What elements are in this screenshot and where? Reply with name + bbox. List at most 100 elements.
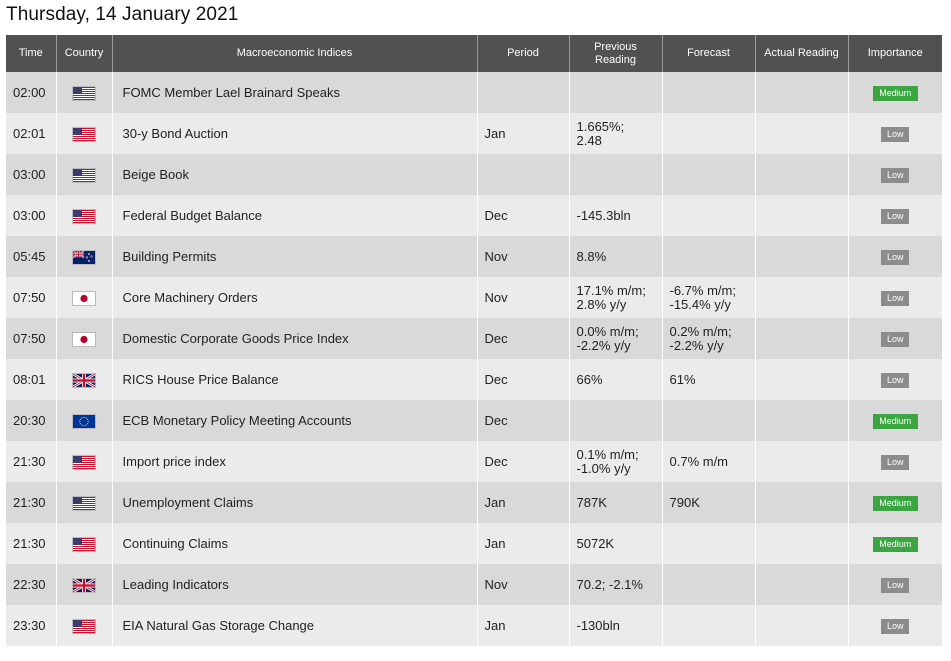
forecast-line2: -15.4% y/y [669,296,731,312]
us-flag-icon [72,536,96,552]
column-header-period[interactable]: Period [477,35,570,72]
table-header-row: Time Country Macroeconomic Indices Perio… [6,35,942,72]
cell-previous: 787K [569,482,663,523]
cell-forecast [662,236,756,277]
cell-index-name[interactable]: FOMC Member Lael Brainard Speaks [112,72,478,113]
cell-country [56,564,113,605]
cell-country [56,482,113,523]
importance-badge: Low [881,168,910,183]
cell-country [56,605,113,646]
previous-line1: -130bln [576,617,620,633]
cell-country [56,523,113,564]
cell-index-name[interactable]: Import price index [112,441,478,482]
previous-line1: 787K [576,494,607,510]
us-flag-icon [72,85,96,101]
cell-index-name[interactable]: Leading Indicators [112,564,478,605]
cell-previous: 0.1% m/m; -1.0% y/y [569,441,663,482]
previous-line2: -1.0% y/y [576,460,631,476]
table-row[interactable]: 21:30 Import price index Dec 0.1% m/m; -1.0%… [6,441,942,482]
cell-index-name[interactable]: ECB Monetary Policy Meeting Accounts [112,400,478,441]
cell-index-name[interactable]: Domestic Corporate Goods Price Index [112,318,478,359]
column-header-time[interactable]: Time [6,35,57,72]
column-header-previous[interactable]: Previous Reading [569,35,663,72]
table-row[interactable]: 05:45 Building Permits Nov 8.8% Low [6,236,942,277]
cell-period: Jan [477,113,570,154]
cell-importance: Medium [848,400,942,441]
cell-time: 23:30 [6,605,57,646]
table-row[interactable]: 23:30 EIA Natural Gas Storage Change Jan -1… [6,605,942,646]
importance-badge: Medium [872,537,918,552]
cell-time: 21:30 [6,441,57,482]
cell-importance: Low [848,359,942,400]
cell-period: Nov [477,236,570,277]
column-header-index[interactable]: Macroeconomic Indices [112,35,478,72]
table-row[interactable]: 22:30 Leading Indicators Nov 70.2; -2.1% Low [6,564,942,605]
cell-index-name[interactable]: RICS House Price Balance [112,359,478,400]
table-row[interactable]: 03:00 Federal Budget Balance Dec -145.3bln L… [6,195,942,236]
cell-previous: -145.3bln [569,195,663,236]
column-header-previous-line1: Previous [594,40,637,53]
table-row[interactable]: 03:00 Beige Book Low [6,154,942,195]
column-header-importance[interactable]: Importance [848,35,942,72]
cell-country [56,195,113,236]
importance-badge: Low [881,578,910,593]
cell-forecast [662,564,756,605]
table-row[interactable]: 07:50 Domestic Corporate Goods Price Inde… [6,318,942,359]
previous-line1: -145.3bln [576,207,631,223]
cell-previous: -130bln [569,605,663,646]
importance-badge: Low [881,332,910,347]
cell-index-name[interactable]: 30-y Bond Auction [112,113,478,154]
cell-actual [755,400,849,441]
cell-index-name[interactable]: Core Machinery Orders [112,277,478,318]
importance-badge: Low [881,455,910,470]
cell-actual [755,441,849,482]
cell-index-name[interactable]: Federal Budget Balance [112,195,478,236]
cell-importance: Low [848,195,942,236]
cell-index-name[interactable]: EIA Natural Gas Storage Change [112,605,478,646]
cell-forecast: 0.2% m/m; -2.2% y/y [662,318,756,359]
table-row[interactable]: 08:01 RICS House Price Balance Dec 66% 61% Lo… [6,359,942,400]
cell-index-name[interactable]: Continuing Claims [112,523,478,564]
cell-country [56,236,113,277]
cell-time: 05:45 [6,236,57,277]
forecast-line1: 790K [669,494,700,510]
cell-forecast: 790K [662,482,756,523]
cell-time: 02:01 [6,113,57,154]
cell-actual [755,113,849,154]
jp-flag-icon [72,290,96,306]
cell-previous: 0.0% m/m; -2.2% y/y [569,318,663,359]
cell-index-name[interactable]: Beige Book [112,154,478,195]
column-header-previous-line2: Reading [595,53,636,66]
importance-badge: Low [881,127,910,142]
cell-previous: 17.1% m/m; 2.8% y/y [569,277,663,318]
cell-forecast [662,195,756,236]
column-header-country[interactable]: Country [56,35,113,72]
cell-time: 03:00 [6,154,57,195]
forecast-line2: -2.2% y/y [669,337,724,353]
column-header-forecast[interactable]: Forecast [662,35,756,72]
cell-forecast: -6.7% m/m; -15.4% y/y [662,277,756,318]
cell-previous: 5072K [569,523,663,564]
cell-importance: Low [848,236,942,277]
table-row[interactable]: 21:30 Unemployment Claims Jan 787K 790K Mediu… [6,482,942,523]
cell-previous: 1.665%; 2.48 [569,113,663,154]
us-flag-icon [72,618,96,634]
cell-country [56,441,113,482]
table-row[interactable]: 02:00 FOMC Member Lael Brainard Speaks Med… [6,72,942,113]
cell-time: 03:00 [6,195,57,236]
eu-flag-icon [72,413,96,429]
cell-actual [755,318,849,359]
cell-index-name[interactable]: Unemployment Claims [112,482,478,523]
cell-time: 21:30 [6,482,57,523]
cell-index-name[interactable]: Building Permits [112,236,478,277]
cell-importance: Medium [848,523,942,564]
importance-badge: Low [881,291,910,306]
table-row[interactable]: 07:50 Core Machinery Orders Nov 17.1% m/m; 2… [6,277,942,318]
table-row[interactable]: 02:01 30-y Bond Auction Jan 1.665%; 2.48 Low [6,113,942,154]
table-row[interactable]: 20:30 ECB Monetary Policy Meeting Account… [6,400,942,441]
cell-previous: 70.2; -2.1% [569,564,663,605]
cell-period: Jan [477,482,570,523]
cell-actual [755,195,849,236]
column-header-actual[interactable]: Actual Reading [755,35,849,72]
table-row[interactable]: 21:30 Continuing Claims Jan 5072K Medium [6,523,942,564]
